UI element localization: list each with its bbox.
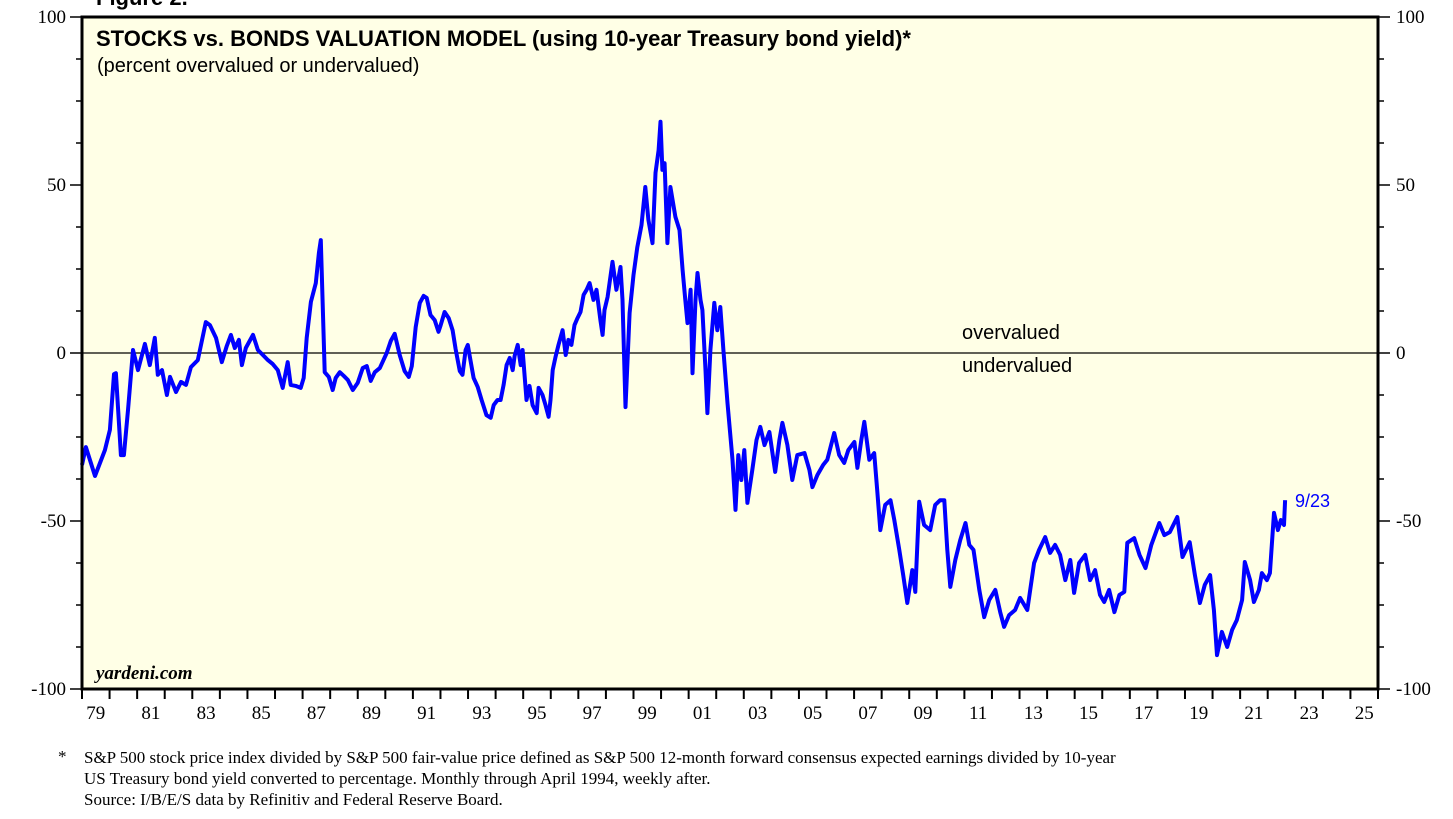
x-tick-label: 87 [307,703,326,724]
x-axis: 79 81 83 85 87 89 91 93 95 97 99 01 03 05 07 09 11 13 15 17… [81,689,1379,724]
y-tick-label-right: -100 [1396,679,1431,700]
y-tick-label-right: -50 [1396,511,1421,532]
footnote-marker: * [58,747,67,766]
plot-frame [80,15,1380,691]
x-tick-label: 03 [748,703,767,724]
y-tick-label-left: -50 [41,511,66,532]
y-tick-label-right: 50 [1396,175,1415,196]
x-tick-label: 01 [693,703,712,724]
x-tick-label: 97 [583,703,602,724]
x-tick-label: 81 [141,703,160,724]
x-tick-label: 21 [1244,703,1263,724]
x-tick-label: 15 [1079,703,1098,724]
x-tick-label: 19 [1189,703,1208,724]
end-date-label: 9/23 [1295,491,1331,511]
x-tick-label: 85 [252,703,271,724]
x-tick-label: 07 [858,703,877,724]
y-axis: 100 100 50 50 0 0 -50 -50 -100 -100 [31,7,1431,700]
x-tick-label: 23 [1300,703,1319,724]
footnote-line: S&P 500 stock price index divided by S&P… [84,748,1116,767]
x-tick-label: 91 [417,703,436,724]
x-tick-label: 05 [803,703,822,724]
x-tick-label: 13 [1024,703,1043,724]
x-tick-label: 79 [86,703,105,724]
footnote: S&P 500 stock price index divided by S&P… [84,747,1116,810]
y-tick-label-left: 0 [57,343,67,364]
y-tick-label-right: 0 [1396,343,1406,364]
x-tick-label: 25 [1355,703,1374,724]
figure-label: Figure 2. [96,0,188,11]
chart-title: STOCKS vs. BONDS VALUATION MODEL (using … [96,26,911,51]
yardeni-watermark: yardeni.com [96,663,193,684]
overvalued-label: overvalued [962,322,1060,344]
footnote-line: Source: I/B/E/S data by Refinitiv and Fe… [84,790,503,809]
footnote-line: US Treasury bond yield converted to perc… [84,769,711,788]
x-tick-label: 95 [527,703,546,724]
x-tick-label: 17 [1134,703,1153,724]
x-tick-label: 09 [914,703,933,724]
x-tick-label: 11 [969,703,987,724]
x-tick-label: 83 [197,703,216,724]
y-tick-label-right: 100 [1396,7,1425,28]
valuation-series-line [80,119,1288,658]
y-tick-label-left: -100 [31,679,66,700]
x-tick-label: 89 [362,703,381,724]
y-tick-label-left: 50 [47,175,66,196]
y-tick-label-left: 100 [38,7,67,28]
x-tick-label: 93 [472,703,491,724]
chart-subtitle: (percent overvalued or undervalued) [97,55,420,77]
x-tick-label: 99 [638,703,657,724]
undervalued-label: undervalued [962,355,1073,377]
